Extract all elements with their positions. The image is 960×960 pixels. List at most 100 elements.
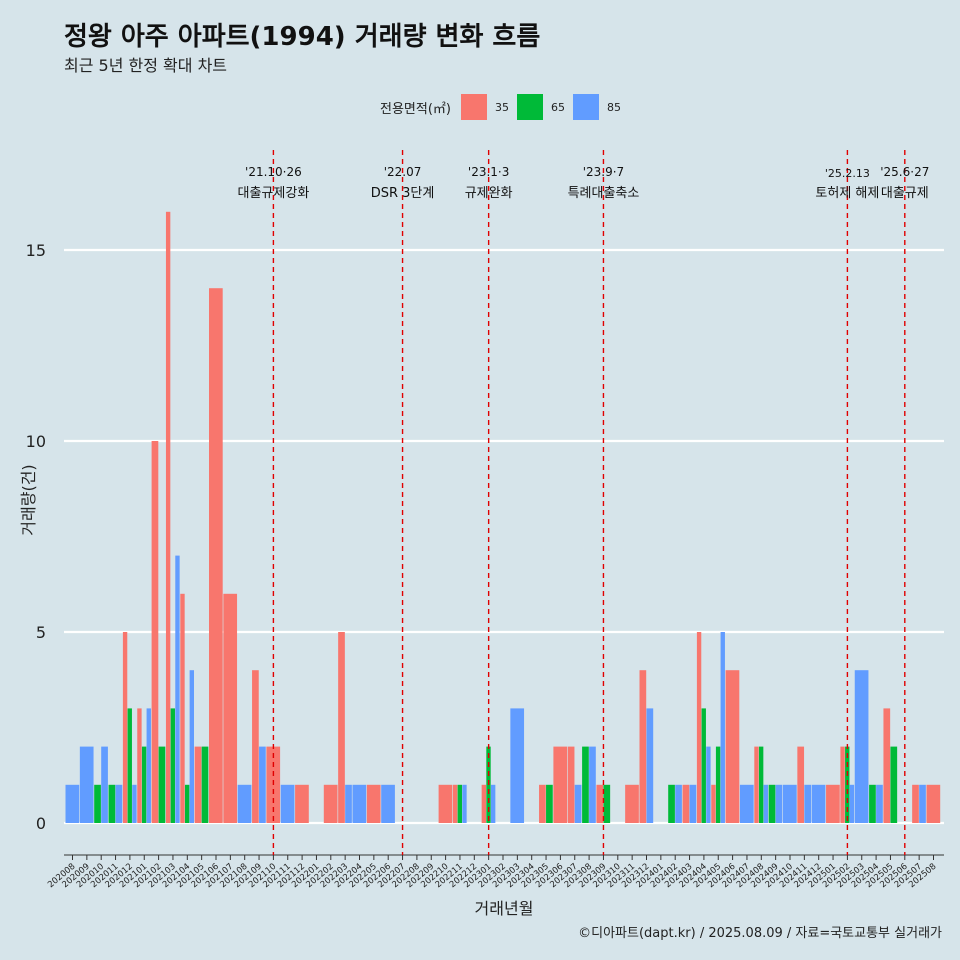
bar-202312-85: [646, 708, 654, 823]
bar-202409-85: [775, 784, 783, 823]
bar-202012-65: [127, 708, 132, 823]
legend-item-65: 65: [516, 94, 565, 120]
event-label: 대출규제강화: [238, 186, 310, 201]
bar-202407-85: [739, 784, 754, 823]
bar-202405-35: [711, 784, 716, 823]
bar-202104-35: [180, 593, 185, 823]
bar-202202-35: [323, 784, 338, 823]
bar-202106-35: [209, 288, 223, 823]
bar-202306-35: [553, 746, 568, 823]
bar-202307-85: [574, 784, 582, 823]
bar-202508-35: [926, 784, 941, 823]
bar-202102-65: [158, 746, 166, 823]
bar-202105-65: [201, 746, 209, 823]
legend-label-35: 35: [494, 100, 509, 114]
bar-202102-35: [151, 441, 159, 823]
bar-202105-35: [194, 746, 202, 823]
bar-202405-65: [715, 746, 721, 823]
bar-202309-65: [603, 784, 611, 823]
bar-202502-85: [849, 784, 855, 823]
bar-202101-35: [137, 708, 142, 823]
bar-202008-85: [65, 784, 80, 823]
bar-202503-85: [854, 670, 869, 823]
bar-202404-35: [696, 632, 702, 823]
bar-202103-35: [165, 211, 171, 824]
event-label: 토허제 해제: [815, 186, 879, 201]
bar-202309-35: [596, 784, 604, 823]
bar-202507-35: [912, 784, 919, 823]
bar-202410-85: [783, 784, 797, 823]
event-date: '25.6·27: [880, 165, 929, 179]
caption: ©디아파트(dapt.kr) / 2025.08.09 / 자료=국토교통부 실…: [578, 926, 942, 941]
bar-202507-85: [919, 784, 926, 823]
bar-202103-65: [170, 708, 175, 823]
event-date: '23.1·3: [468, 165, 509, 179]
event-label: DSR 3단계: [371, 186, 435, 201]
bar-202409-65: [768, 784, 776, 823]
bar-202101-85: [146, 708, 151, 823]
event-date: '25.2.13: [825, 167, 870, 180]
y-tick-label: 15: [26, 241, 46, 260]
bar-202307-35: [567, 746, 575, 823]
bar-202411-85: [804, 784, 812, 823]
event-date: '23.9·7: [583, 165, 624, 179]
bar-202104-85: [189, 670, 194, 823]
bar-202408-35: [754, 746, 759, 823]
bar-202107-35: [223, 593, 238, 823]
bar-202403-35: [682, 784, 690, 823]
y-tick-label: 0: [36, 814, 46, 833]
bar-202206-85: [381, 784, 395, 823]
event-date: '22.07: [384, 165, 422, 179]
bar-202211-35: [452, 784, 458, 823]
bar-202305-35: [539, 784, 546, 823]
event-label: 규제완화: [465, 186, 513, 201]
legend-label-65: 65: [550, 100, 565, 114]
bar-202203-85: [345, 784, 352, 823]
event-label: 특례대출축소: [568, 186, 640, 201]
bar-202406-35: [725, 670, 740, 823]
bar-202504-65: [869, 784, 876, 823]
bar-202408-85: [763, 784, 768, 823]
bar-202301-85: [490, 784, 496, 823]
legend: 전용면적(㎡) 35 65 85: [380, 93, 629, 121]
x-axis-title: 거래년월: [475, 899, 534, 918]
bar-202109-35: [252, 670, 259, 823]
bar-202112-35: [295, 784, 309, 823]
bar-202204-85: [352, 784, 367, 823]
bar-202312-35: [639, 670, 647, 823]
legend-item-35: 35: [460, 94, 509, 120]
bar-202012-35: [122, 632, 128, 823]
bar-202402-85: [675, 784, 682, 823]
bar-202404-65: [701, 708, 706, 823]
chart-title: 정왕 아주 아파트(1994) 거래량 변화 흐름: [64, 22, 541, 52]
bar-202311-35: [625, 784, 639, 823]
bar-202103-85: [175, 555, 180, 823]
bar-202210-35: [438, 784, 453, 823]
bar-202505-65: [890, 746, 898, 823]
bar-202308-65: [582, 746, 589, 823]
event-date: '21.10·26: [245, 165, 302, 179]
event-label: 대출규제: [881, 186, 929, 201]
legend-swatch-65: [516, 94, 543, 120]
bar-202408-65: [758, 746, 764, 823]
bar-202101-65: [141, 746, 147, 823]
legend-item-85: 85: [572, 94, 621, 120]
bar-202108-85: [237, 784, 252, 823]
bar-202211-85: [462, 784, 467, 823]
bar-202011-85: [115, 784, 123, 823]
bar-202111-85: [280, 784, 295, 823]
bar-202308-85: [589, 746, 596, 823]
bar-202012-85: [132, 784, 137, 823]
legend-swatch-35: [460, 94, 487, 120]
chart-subtitle: 최근 5년 한정 확대 차트: [64, 56, 228, 75]
bar-202412-85: [811, 784, 826, 823]
bar-202010-65: [94, 784, 101, 823]
y-tick-label: 5: [36, 623, 46, 642]
bar-202505-35: [883, 708, 891, 823]
bar-202303-85: [510, 708, 525, 823]
bar-202305-65: [546, 784, 553, 823]
bar-202203-35: [338, 632, 345, 823]
legend-label-85: 85: [606, 100, 621, 114]
bar-202104-65: [184, 784, 190, 823]
